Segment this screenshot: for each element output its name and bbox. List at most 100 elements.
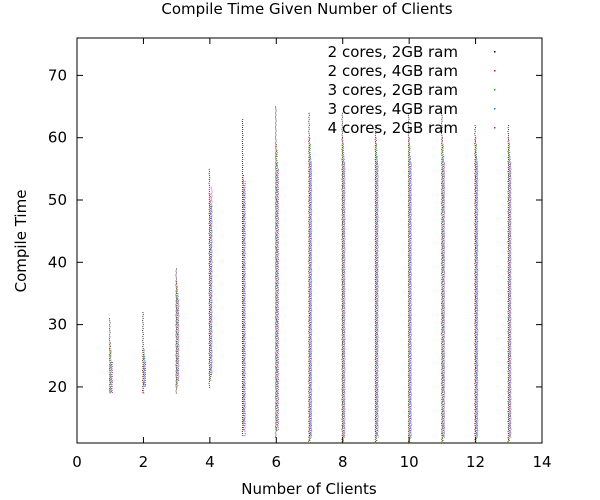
point-s0-x12-125 bbox=[474, 375, 476, 377]
point-s0-x9-157 bbox=[374, 439, 376, 441]
point-s2-x6-49 bbox=[276, 248, 278, 250]
point-s0-x12-81 bbox=[474, 287, 476, 289]
point-s1-x11-118 bbox=[442, 420, 443, 422]
point-s1-x7-115 bbox=[309, 413, 311, 415]
point-s0-x12-157 bbox=[474, 439, 476, 441]
point-s2-x13-72 bbox=[508, 287, 510, 289]
point-s0-x2-7 bbox=[142, 326, 144, 328]
point-s0-x8-144 bbox=[341, 400, 343, 402]
point-s2-x12-118 bbox=[475, 379, 477, 381]
point-s0-x6-13 bbox=[275, 132, 277, 134]
point-s1-x5-54 bbox=[242, 304, 244, 306]
point-s1-x5-49 bbox=[242, 292, 244, 294]
point-s1-x9-123 bbox=[375, 432, 377, 434]
point-s1-x8-20 bbox=[342, 185, 344, 187]
point-s1-x8-67 bbox=[342, 298, 344, 300]
point-s0-x6-103 bbox=[275, 312, 277, 314]
point-s0-x13-135 bbox=[508, 395, 510, 397]
point-s2-x10-63 bbox=[409, 269, 411, 271]
point-s1-x7-104 bbox=[309, 387, 310, 389]
point-s1-x9-94 bbox=[375, 363, 377, 365]
point-s2-x1-15 bbox=[110, 379, 112, 381]
point-s2-x10-145 bbox=[409, 433, 411, 435]
point-s1-x7-113 bbox=[309, 408, 311, 410]
point-s2-x8-5 bbox=[342, 153, 344, 155]
point-s0-x11-125 bbox=[441, 362, 443, 364]
point-s1-x10-38 bbox=[408, 228, 410, 230]
point-s1-x10-100 bbox=[409, 377, 411, 379]
point-s3-x2-4 bbox=[144, 365, 146, 367]
point-s2-x11-35 bbox=[442, 213, 444, 215]
point-s1-x13-8 bbox=[508, 156, 510, 158]
point-s3-x5-53 bbox=[243, 314, 245, 316]
point-s0-x8-27 bbox=[341, 166, 343, 168]
point-s1-x9-117 bbox=[375, 418, 377, 420]
point-s2-x8-136 bbox=[343, 415, 345, 417]
point-s0-x3-6 bbox=[175, 280, 177, 282]
point-s0-x7-32 bbox=[308, 176, 310, 178]
point-s0-x4-107 bbox=[208, 382, 210, 384]
point-s2-x12-88 bbox=[475, 319, 477, 321]
point-s0-x5-117 bbox=[242, 353, 244, 354]
point-s2-x7-30 bbox=[310, 203, 311, 205]
point-s3-x6-54 bbox=[277, 292, 278, 294]
point-s0-x12-107 bbox=[474, 339, 476, 341]
point-s0-x10-114 bbox=[408, 340, 409, 342]
point-s3-x5-32 bbox=[243, 264, 245, 266]
point-s1-x10-69 bbox=[408, 303, 410, 305]
point-s1-x6-86 bbox=[276, 350, 278, 352]
point-s0-x12-86 bbox=[474, 297, 476, 299]
point-s0-x7-143 bbox=[308, 398, 310, 400]
point-s1-x4-72 bbox=[209, 366, 211, 368]
point-s2-x7-38 bbox=[309, 219, 311, 221]
point-s1-x3-34 bbox=[176, 362, 178, 364]
point-s0-x13-55 bbox=[508, 235, 510, 237]
point-s0-x5-9 bbox=[242, 137, 243, 138]
point-s1-x9-29 bbox=[375, 207, 377, 209]
point-s2-x7-45 bbox=[310, 233, 311, 235]
point-s2-x6-30 bbox=[276, 210, 278, 212]
point-s2-x9-35 bbox=[376, 213, 378, 215]
point-s1-x6-28 bbox=[275, 211, 277, 213]
point-s1-x1-16 bbox=[110, 381, 111, 383]
point-s0-x13-3 bbox=[507, 131, 509, 133]
point-s0-x12-31 bbox=[474, 187, 476, 189]
point-s2-x9-74 bbox=[376, 291, 377, 293]
point-s1-x11-28 bbox=[442, 204, 443, 206]
point-s2-x10-57 bbox=[409, 257, 411, 259]
point-s2-x13-128 bbox=[509, 399, 510, 401]
point-s0-x5-78 bbox=[242, 275, 244, 276]
point-s1-x8-70 bbox=[342, 305, 344, 307]
point-s0-x4-53 bbox=[208, 274, 210, 276]
point-s1-x6-118 bbox=[275, 427, 277, 429]
point-s2-x6-97 bbox=[276, 344, 278, 346]
point-s0-x5-115 bbox=[242, 349, 244, 350]
point-s2-x9-144 bbox=[376, 431, 377, 433]
point-s1-x11-92 bbox=[441, 358, 443, 360]
point-s2-x6-13 bbox=[276, 176, 278, 178]
point-s2-x11-38 bbox=[442, 219, 444, 221]
point-s2-x13-21 bbox=[509, 185, 511, 187]
point-s0-x7-113 bbox=[308, 338, 310, 340]
point-s1-x10-33 bbox=[408, 216, 410, 218]
point-s2-x5-120 bbox=[243, 421, 244, 423]
point-s0-x6-32 bbox=[275, 170, 277, 172]
point-s0-x13-30 bbox=[508, 185, 510, 187]
point-s0-x12-121 bbox=[474, 367, 476, 369]
point-s3-x5-78 bbox=[243, 374, 245, 376]
point-s0-x9-45 bbox=[374, 215, 376, 217]
point-s0-x5-59 bbox=[242, 237, 243, 238]
point-s1-x7-22 bbox=[309, 190, 311, 192]
point-s0-x9-43 bbox=[375, 211, 376, 213]
point-s0-x9-152 bbox=[374, 429, 376, 431]
point-s1-x11-67 bbox=[441, 298, 443, 300]
point-s1-x12-115 bbox=[475, 413, 477, 415]
point-s1-x6-19 bbox=[276, 189, 278, 191]
point-s3-x4-69 bbox=[210, 371, 212, 373]
point-s2-x12-16 bbox=[475, 175, 477, 177]
point-s2-x6-34 bbox=[276, 218, 278, 220]
point-s1-x7-87 bbox=[309, 346, 311, 348]
point-s0-x13-158 bbox=[507, 441, 509, 443]
point-s0-x7-160 bbox=[308, 432, 310, 434]
point-s0-x3-59 bbox=[175, 386, 177, 388]
